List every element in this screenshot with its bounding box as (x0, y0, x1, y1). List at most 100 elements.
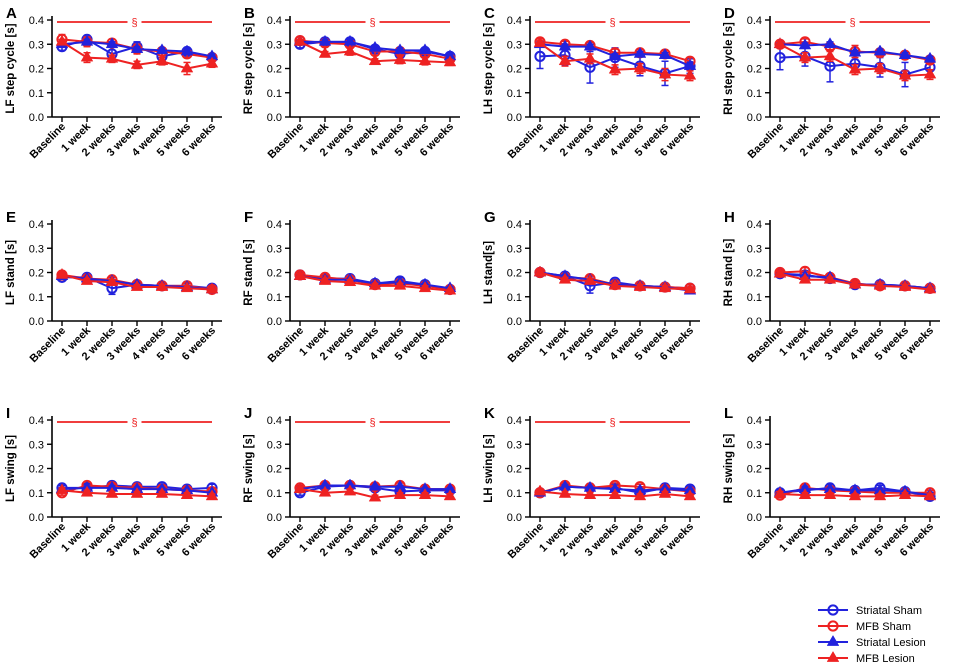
data-point (608, 49, 622, 61)
data-point (873, 44, 887, 56)
data-point (318, 485, 332, 497)
legend-item: Striatal Lesion (818, 635, 926, 649)
x-tick-label: Baseline (28, 521, 68, 561)
y-tick-label: 0.3 (747, 243, 762, 255)
y-tick-label: 0.1 (267, 292, 282, 304)
data-point (798, 38, 812, 50)
y-axis-label: RH swing [s] (723, 434, 735, 504)
y-axis-label: LH stand[s] (483, 241, 495, 304)
y-axis-label: RF swing [s] (243, 434, 255, 503)
y-tick-label: 0.3 (507, 243, 522, 255)
data-point (798, 50, 812, 62)
data-point (608, 62, 622, 74)
panel-letter: D (724, 5, 735, 22)
x-tick-label: Baseline (266, 325, 306, 365)
data-point (318, 273, 332, 285)
y-tick-label: 0.4 (507, 15, 522, 27)
data-point (318, 46, 332, 58)
data-point (798, 488, 812, 499)
y-tick-label: 0.1 (507, 88, 522, 100)
x-tick-label: Baseline (746, 325, 786, 365)
x-tick-label: Baseline (746, 521, 786, 561)
y-tick-label: 0.0 (29, 316, 44, 328)
x-tick-label: Baseline (746, 121, 786, 161)
panel-c: C 0.0 0.1 0.2 0.3 0.4 LH step cycle [s] Baselin… (483, 5, 700, 161)
x-tick-label: Baseline (266, 121, 306, 161)
data-point (608, 278, 622, 290)
y-tick-label: 0.4 (747, 219, 762, 231)
data-point (633, 489, 647, 501)
y-tick-label: 0.2 (267, 268, 282, 280)
data-point (343, 484, 357, 496)
data-point (848, 62, 862, 74)
data-point (205, 56, 219, 68)
data-point (368, 278, 382, 290)
y-tick-label: 0.3 (29, 439, 44, 451)
panel-letter: A (6, 5, 17, 22)
data-point (418, 54, 432, 66)
data-point (368, 54, 382, 66)
data-point (155, 43, 169, 55)
data-point (105, 37, 119, 49)
y-tick-label: 0.2 (29, 64, 44, 76)
data-point (683, 489, 697, 501)
data-point (848, 45, 862, 57)
data-point (155, 280, 169, 291)
data-point (558, 39, 572, 51)
y-tick-label: 0.3 (267, 39, 282, 51)
panel-letter: L (724, 405, 733, 422)
panel-letter: C (484, 5, 495, 22)
series-mfb-lesion (293, 482, 457, 502)
legend: Striatal Sham MFB Sham Striatal Lesion MFB … (818, 604, 926, 665)
data-point (873, 489, 887, 501)
y-axis-label: LF swing [s] (5, 435, 17, 502)
y-tick-label: 0.2 (507, 64, 522, 76)
y-tick-label: 0.2 (29, 268, 44, 280)
series-mfb-lesion (533, 265, 697, 294)
y-tick-label: 0.0 (267, 316, 282, 328)
data-point (823, 488, 837, 499)
y-tick-label: 0.3 (747, 439, 762, 451)
legend-marker (827, 620, 839, 632)
significance-marker: § (849, 17, 855, 29)
data-point (443, 283, 457, 295)
data-point (823, 49, 837, 61)
panel-letter: J (244, 405, 252, 422)
legend-marker (826, 635, 840, 646)
series-mfb-lesion (773, 37, 937, 82)
data-point (773, 266, 787, 278)
y-tick-label: 0.1 (747, 88, 762, 100)
data-point (798, 272, 812, 284)
y-tick-label: 0.3 (507, 39, 522, 51)
data-point (55, 267, 69, 279)
legend-label: Striatal Sham (856, 605, 922, 617)
y-tick-label: 0.1 (29, 88, 44, 100)
y-tick-label: 0.2 (267, 64, 282, 76)
data-point (633, 46, 647, 58)
data-point (130, 42, 144, 53)
data-point (105, 51, 119, 63)
data-point (105, 275, 119, 287)
legend-item: MFB Lesion (818, 651, 915, 665)
data-point (533, 265, 547, 277)
y-tick-label: 0.1 (267, 88, 282, 100)
y-tick-label: 0.4 (267, 415, 282, 427)
y-axis-label: RF stand [s] (243, 239, 255, 306)
data-point (534, 50, 546, 62)
data-point (533, 484, 547, 496)
y-tick-label: 0.1 (507, 292, 522, 304)
x-tick-label: Baseline (28, 325, 68, 365)
legend-label: MFB Lesion (856, 653, 915, 665)
legend-label: Striatal Lesion (856, 637, 926, 649)
y-tick-label: 0.0 (747, 512, 762, 524)
data-point (368, 40, 382, 52)
data-point (848, 277, 862, 289)
data-point (683, 68, 697, 80)
data-point (773, 486, 787, 498)
panel-letter: E (6, 209, 16, 226)
data-point (130, 57, 144, 69)
